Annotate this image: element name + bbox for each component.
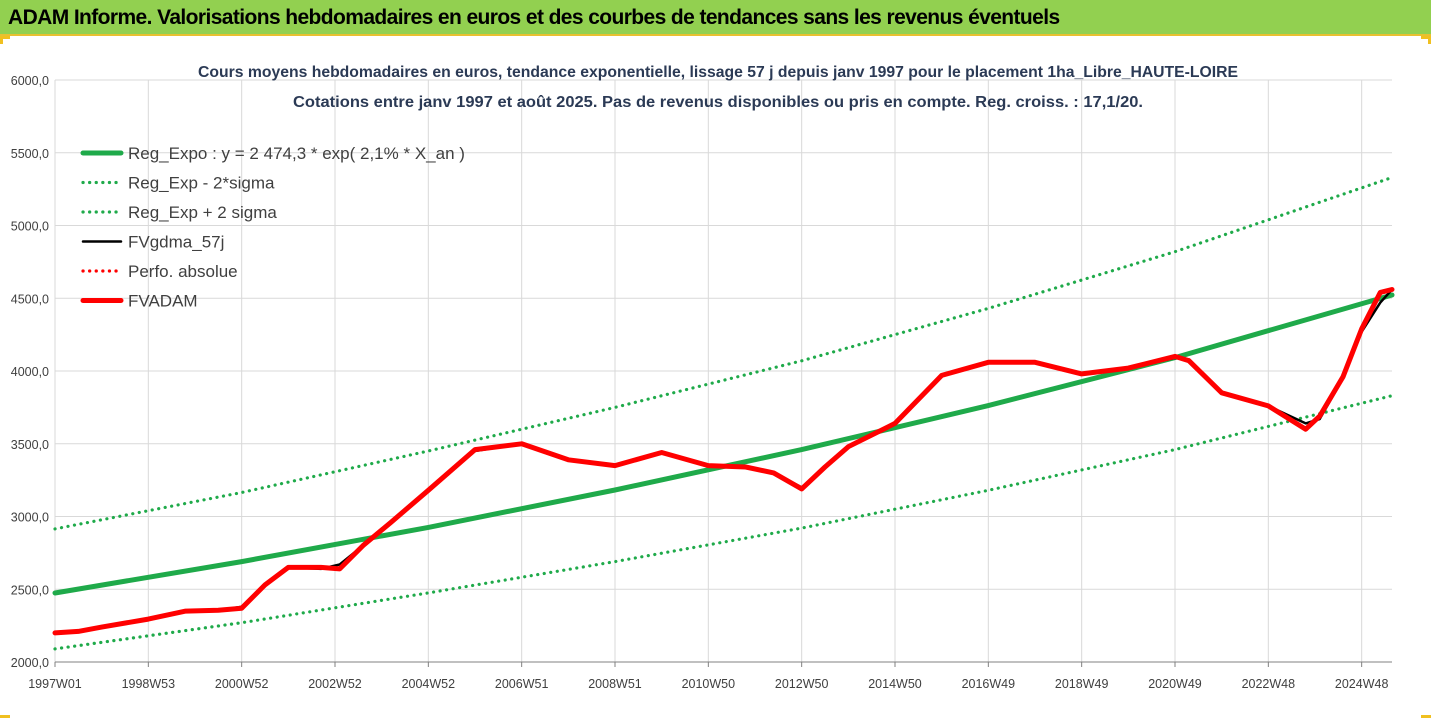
legend-label: Perfo. absolue (128, 262, 238, 281)
series-line-3 (53, 288, 1394, 635)
y-tick-label: 3000,0 (11, 511, 49, 525)
legend: Reg_Expo : y = 2 474,3 * exp( 2,1% * X_a… (80, 144, 465, 311)
corner-mark-right (1421, 36, 1431, 39)
x-tick-label: 2014W50 (868, 677, 922, 691)
x-tick-label: 2022W48 (1242, 677, 1296, 691)
x-tick-label: 1998W53 (122, 677, 176, 691)
y-tick-label: 5000,0 (11, 220, 49, 234)
corner-mark-bottom-right (1421, 715, 1431, 718)
grid-lines (54, 79, 1392, 663)
x-tick-label: 1997W01 (28, 677, 82, 691)
x-tick-label: 2012W50 (775, 677, 829, 691)
axes: 2000,0 2500,0 3000,0 3500,0 4000,0 4500,0 5000… (11, 74, 1392, 691)
x-tick-label: 2020W49 (1148, 677, 1202, 691)
legend-label: FVgdma_57j (128, 233, 224, 252)
x-tick-label: 2008W51 (588, 677, 642, 691)
legend-label: Reg_Exp - 2*sigma (128, 174, 275, 193)
legend-label: Reg_Exp + 2 sigma (128, 203, 277, 222)
y-tick-label: 3500,0 (11, 438, 49, 452)
x-tick-label: 2000W52 (215, 677, 269, 691)
chart-frame: 2000,0 2500,0 3000,0 3500,0 4000,0 4500,0 5000… (0, 36, 1431, 718)
corner-mark-left (0, 36, 10, 39)
chart: 2000,0 2500,0 3000,0 3500,0 4000,0 4500,0 5000… (11, 64, 1395, 691)
header-bar: ADAM Informe. Valorisations hebdomadaire… (0, 0, 1431, 36)
legend-label: Reg_Expo : y = 2 474,3 * exp( 2,1% * X_a… (128, 144, 465, 163)
chart-title: Cours moyens hebdomadaires en euros, ten… (198, 64, 1238, 81)
y-tick-label: 5500,0 (11, 147, 49, 161)
legend-label: FVADAM (128, 292, 198, 311)
corner-mark-bottom-left (0, 715, 10, 718)
y-tick-label: 4500,0 (11, 292, 49, 306)
x-tick-label: 2024W48 (1335, 677, 1389, 691)
y-tick-label: 6000,0 (11, 74, 49, 88)
y-tick-label: 2500,0 (11, 583, 49, 597)
page-title: ADAM Informe. Valorisations hebdomadaire… (8, 6, 1060, 29)
series-line-5 (52, 287, 1395, 636)
x-tick-label: 2018W49 (1055, 677, 1109, 691)
x-tick-label: 2010W50 (682, 677, 736, 691)
series-layer (52, 175, 1395, 651)
x-tick-label: 2002W52 (308, 677, 362, 691)
series-line-1 (53, 394, 1394, 651)
x-tick-label: 2016W49 (962, 677, 1016, 691)
series-line-2 (53, 175, 1394, 531)
corner-mark-left-v (0, 36, 3, 44)
y-tick-label: 2000,0 (11, 656, 49, 670)
x-tick-label: 2006W51 (495, 677, 549, 691)
y-tick-label: 4000,0 (11, 365, 49, 379)
chart-subtitle: Cotations entre janv 1997 et août 2025. … (293, 94, 1143, 111)
corner-mark-right-v (1428, 36, 1431, 44)
x-tick-label: 2004W52 (402, 677, 456, 691)
